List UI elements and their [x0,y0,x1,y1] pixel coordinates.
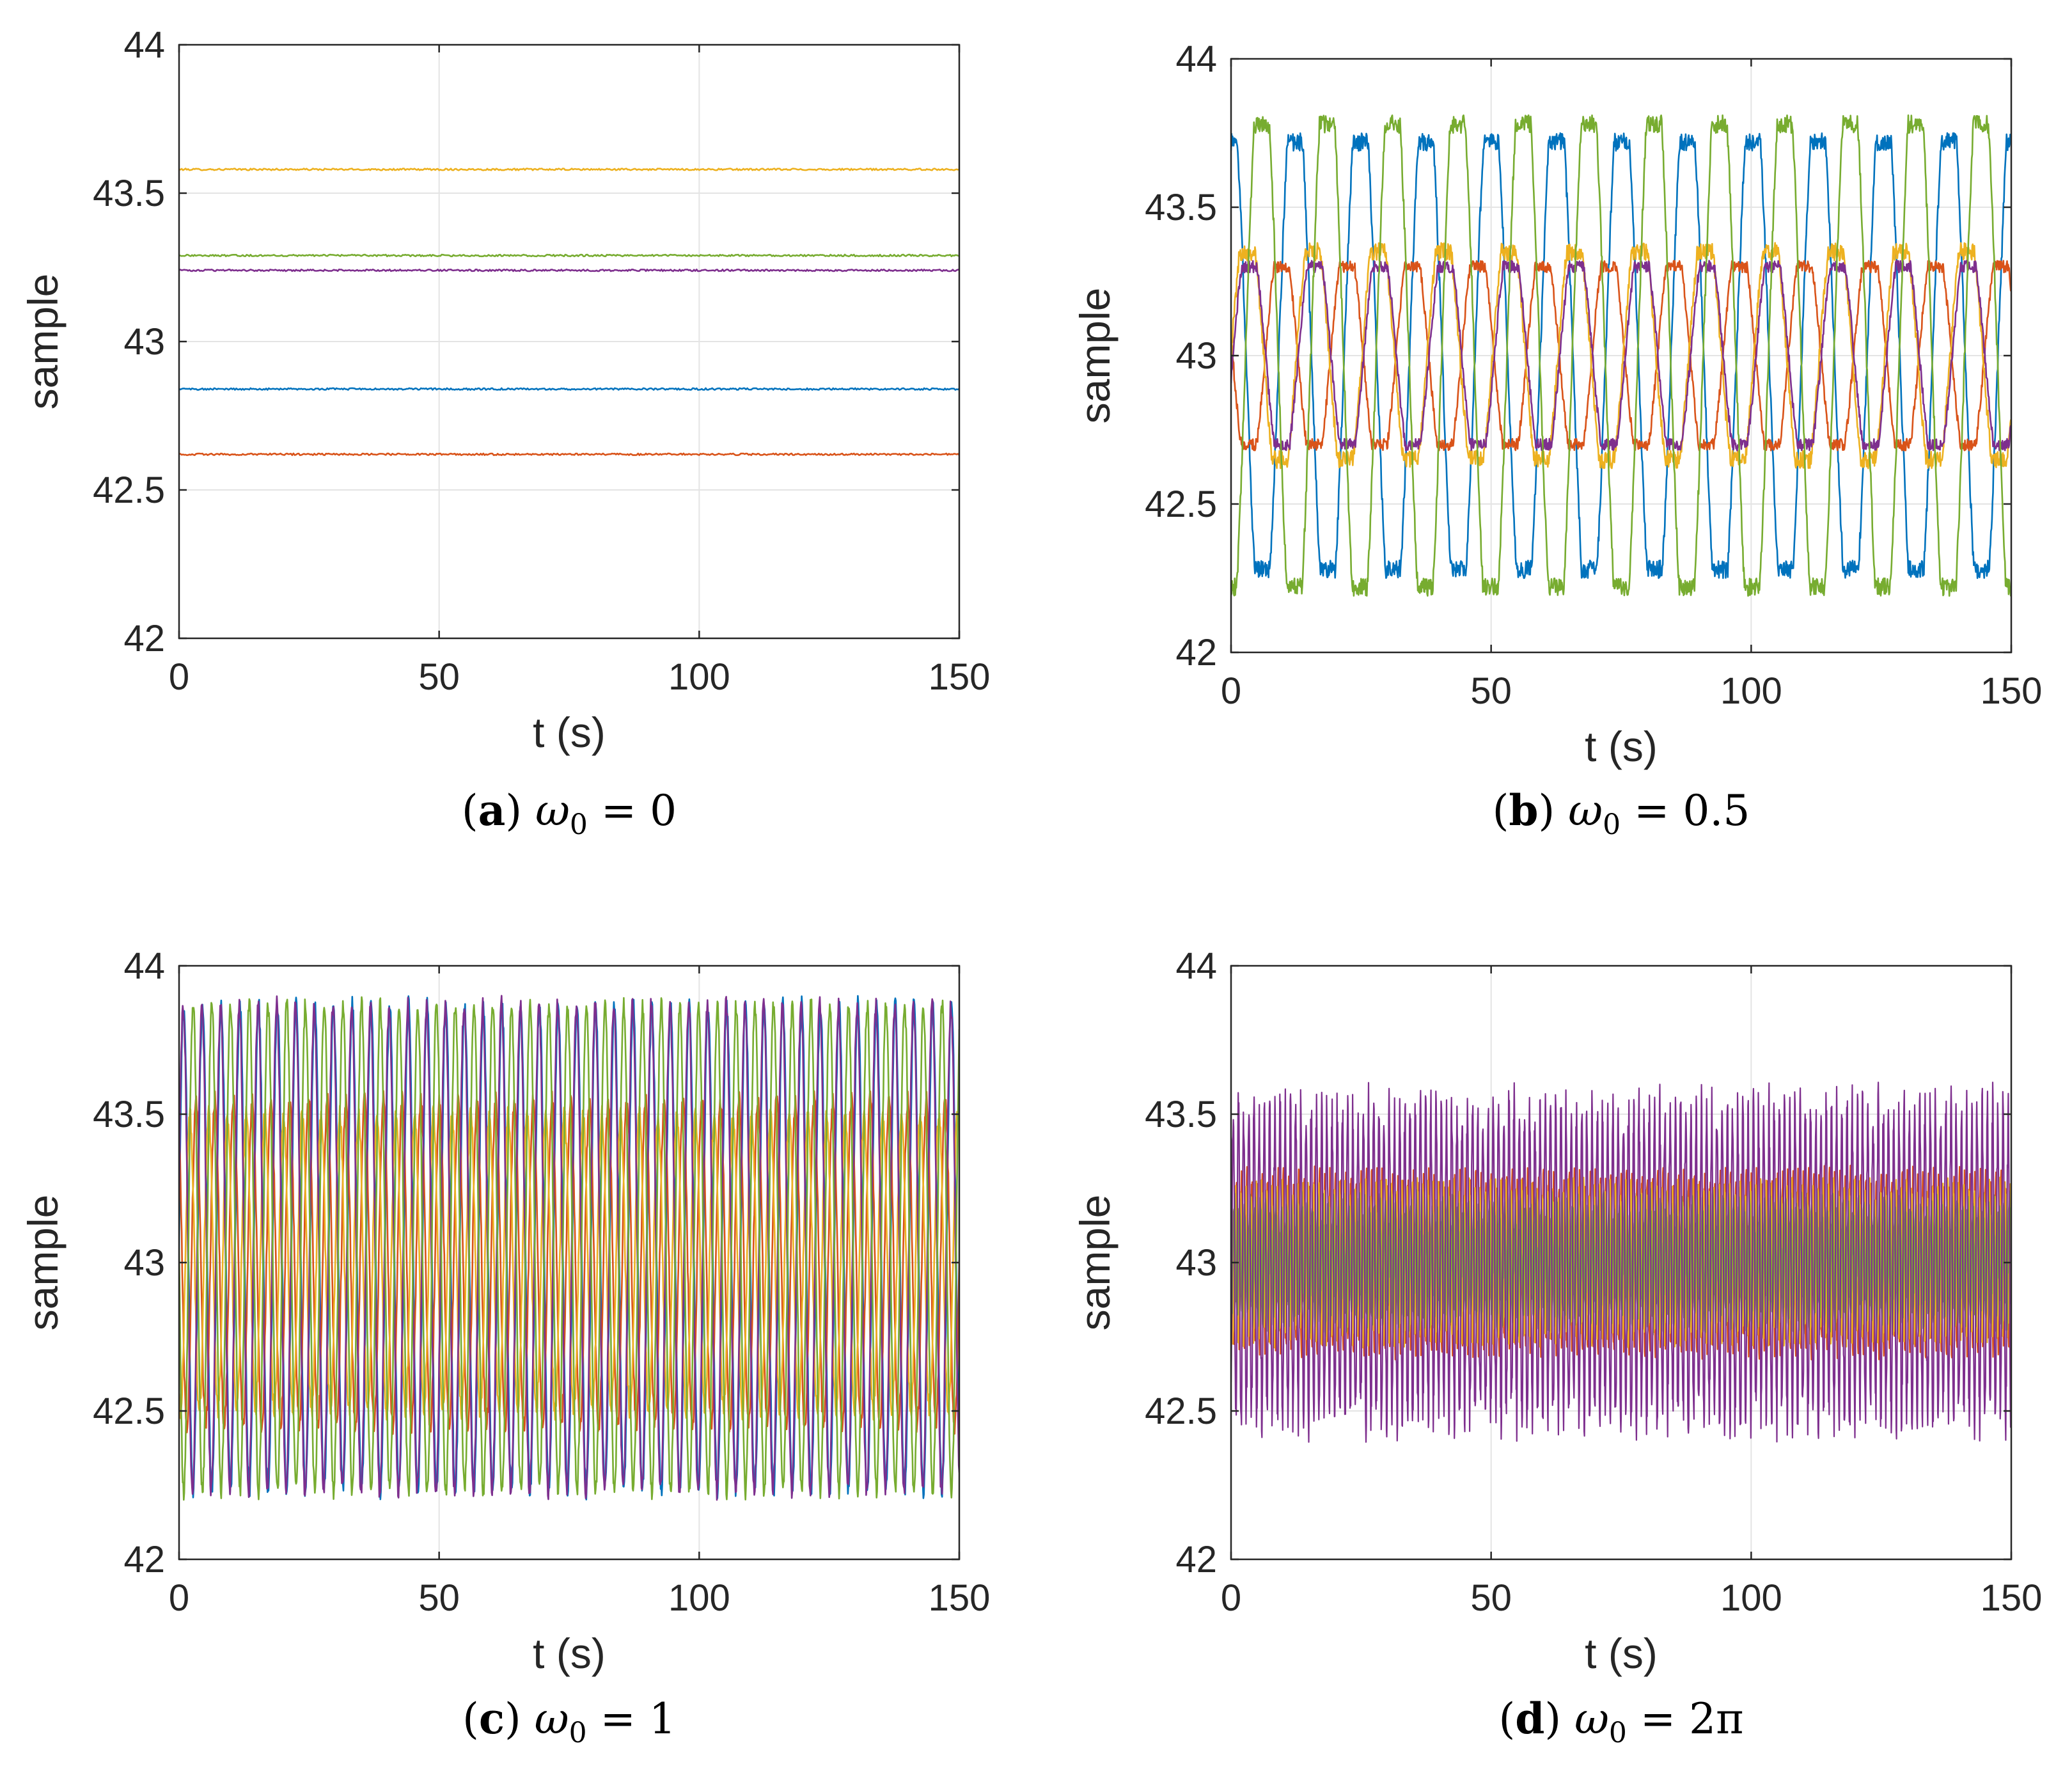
caption-subscript: 0 [1609,1717,1627,1749]
chart-panel-c: 0 50 100 150 42 42.5 43 43.5 44 t (s) sample (c) ω0… [19,945,990,1749]
caption-symbol: ω [1574,1694,1609,1744]
y-tick-label: 44 [123,945,165,987]
series-line-5 [1231,1082,2011,1443]
x-tick-label: 100 [668,656,730,698]
series-line-2 [1231,260,2011,452]
caption-subscript: 0 [570,808,588,841]
series-line-5 [179,996,959,1501]
caption-value: 0 [650,786,677,835]
caption-symbol: ω [535,786,570,835]
y-tick-label: 42.5 [93,469,165,511]
series-group [179,168,959,456]
series-line-1 [179,387,959,391]
y-tick-label: 42 [1175,1539,1217,1580]
y-tick-label: 42.5 [1145,484,1217,525]
y-tick-label: 44 [1175,38,1217,80]
subfigure-caption: (d) ω0 = 2π [1498,1694,1743,1749]
series-line-4 [179,995,959,1501]
y-tick-label: 44 [1175,945,1217,987]
x-tick-label: 50 [1470,1577,1512,1619]
caption-value: 2π [1689,1694,1743,1744]
x-tick-label: 0 [169,656,189,698]
caption-value: 0.5 [1683,786,1750,835]
x-tick-label: 0 [169,1577,189,1619]
caption-subscript: 0 [1603,808,1621,841]
series-line-3 [1231,1176,2011,1349]
y-axis-label: sample [1071,288,1118,424]
y-tick-label: 42 [1175,632,1217,673]
y-tick-label: 43 [1175,1242,1217,1284]
x-tick-label: 150 [929,656,991,698]
series-line-3 [179,168,959,171]
x-tick-label: 50 [1470,670,1512,712]
y-tick-label: 42 [123,1539,165,1580]
subfigure-caption: (c) ω0 = 1 [462,1694,676,1749]
y-axis-label: sample [19,274,67,410]
y-tick-label: 43.5 [93,1094,165,1135]
caption-symbol: ω [535,1694,569,1744]
series-line-4 [179,269,959,272]
series-line-4 [1231,260,2011,452]
x-tick-label: 50 [418,1577,460,1619]
x-tick-label: 0 [1221,1577,1241,1619]
x-tick-label: 150 [929,1577,991,1619]
series-line-2 [179,1090,959,1435]
x-tick-label: 0 [1221,670,1241,712]
y-tick-label: 43.5 [1145,1094,1217,1135]
y-axis-label: sample [19,1195,67,1331]
y-tick-label: 43.5 [93,173,165,214]
y-tick-label: 42.5 [93,1390,165,1432]
x-tick-label: 150 [1981,1577,2043,1619]
series-line-2 [179,452,959,456]
series-line-5 [1231,114,2011,597]
x-tick-label: 50 [418,656,460,698]
y-tick-label: 44 [123,24,165,66]
x-tick-label: 150 [1981,670,2043,712]
y-tick-label: 43 [123,321,165,363]
caption-letter: a [478,785,506,835]
y-tick-label: 42 [123,618,165,659]
x-axis-label: t (s) [1585,1630,1658,1677]
chart-panel-d: 0 50 100 150 42 42.5 43 43.5 44 t (s) sample (d) ω0… [1071,945,2042,1749]
series-line-1 [1231,132,2011,579]
caption-letter: c [479,1694,505,1744]
x-axis-label: t (s) [1585,723,1658,770]
y-axis-label: sample [1071,1195,1118,1331]
series-group [1231,1082,2011,1443]
x-tick-label: 100 [1720,670,1782,712]
series-group [179,995,959,1501]
chart-panel-b: 0 50 100 150 42 42.5 43 43.5 44 t (s) sample (b) ω0… [1071,38,2042,841]
caption-letter: d [1515,1694,1544,1744]
series-line-3 [1231,242,2011,469]
series-group [1231,114,2011,597]
y-tick-label: 43 [123,1242,165,1284]
x-axis-label: t (s) [533,1630,606,1677]
caption-letter: b [1509,785,1538,835]
y-tick-label: 43.5 [1145,187,1217,228]
x-tick-label: 100 [1720,1577,1782,1619]
series-line-3 [179,1105,959,1421]
caption-symbol: ω [1568,786,1603,835]
y-tick-label: 43 [1175,335,1217,377]
chart-panel-a: 0 50 100 150 42 42.5 43 43.5 44 t (s) sample (a) ω0… [19,24,990,841]
series-line-2 [1231,1165,2011,1360]
caption-subscript: 0 [569,1717,587,1749]
caption-value: 1 [649,1694,676,1744]
x-tick-label: 100 [668,1577,730,1619]
series-line-5 [179,253,959,258]
y-tick-label: 42.5 [1145,1390,1217,1432]
subfigure-caption: (b) ω0 = 0.5 [1493,785,1750,841]
x-axis-label: t (s) [533,709,606,756]
subfigure-caption: (a) ω0 = 0 [462,785,677,841]
